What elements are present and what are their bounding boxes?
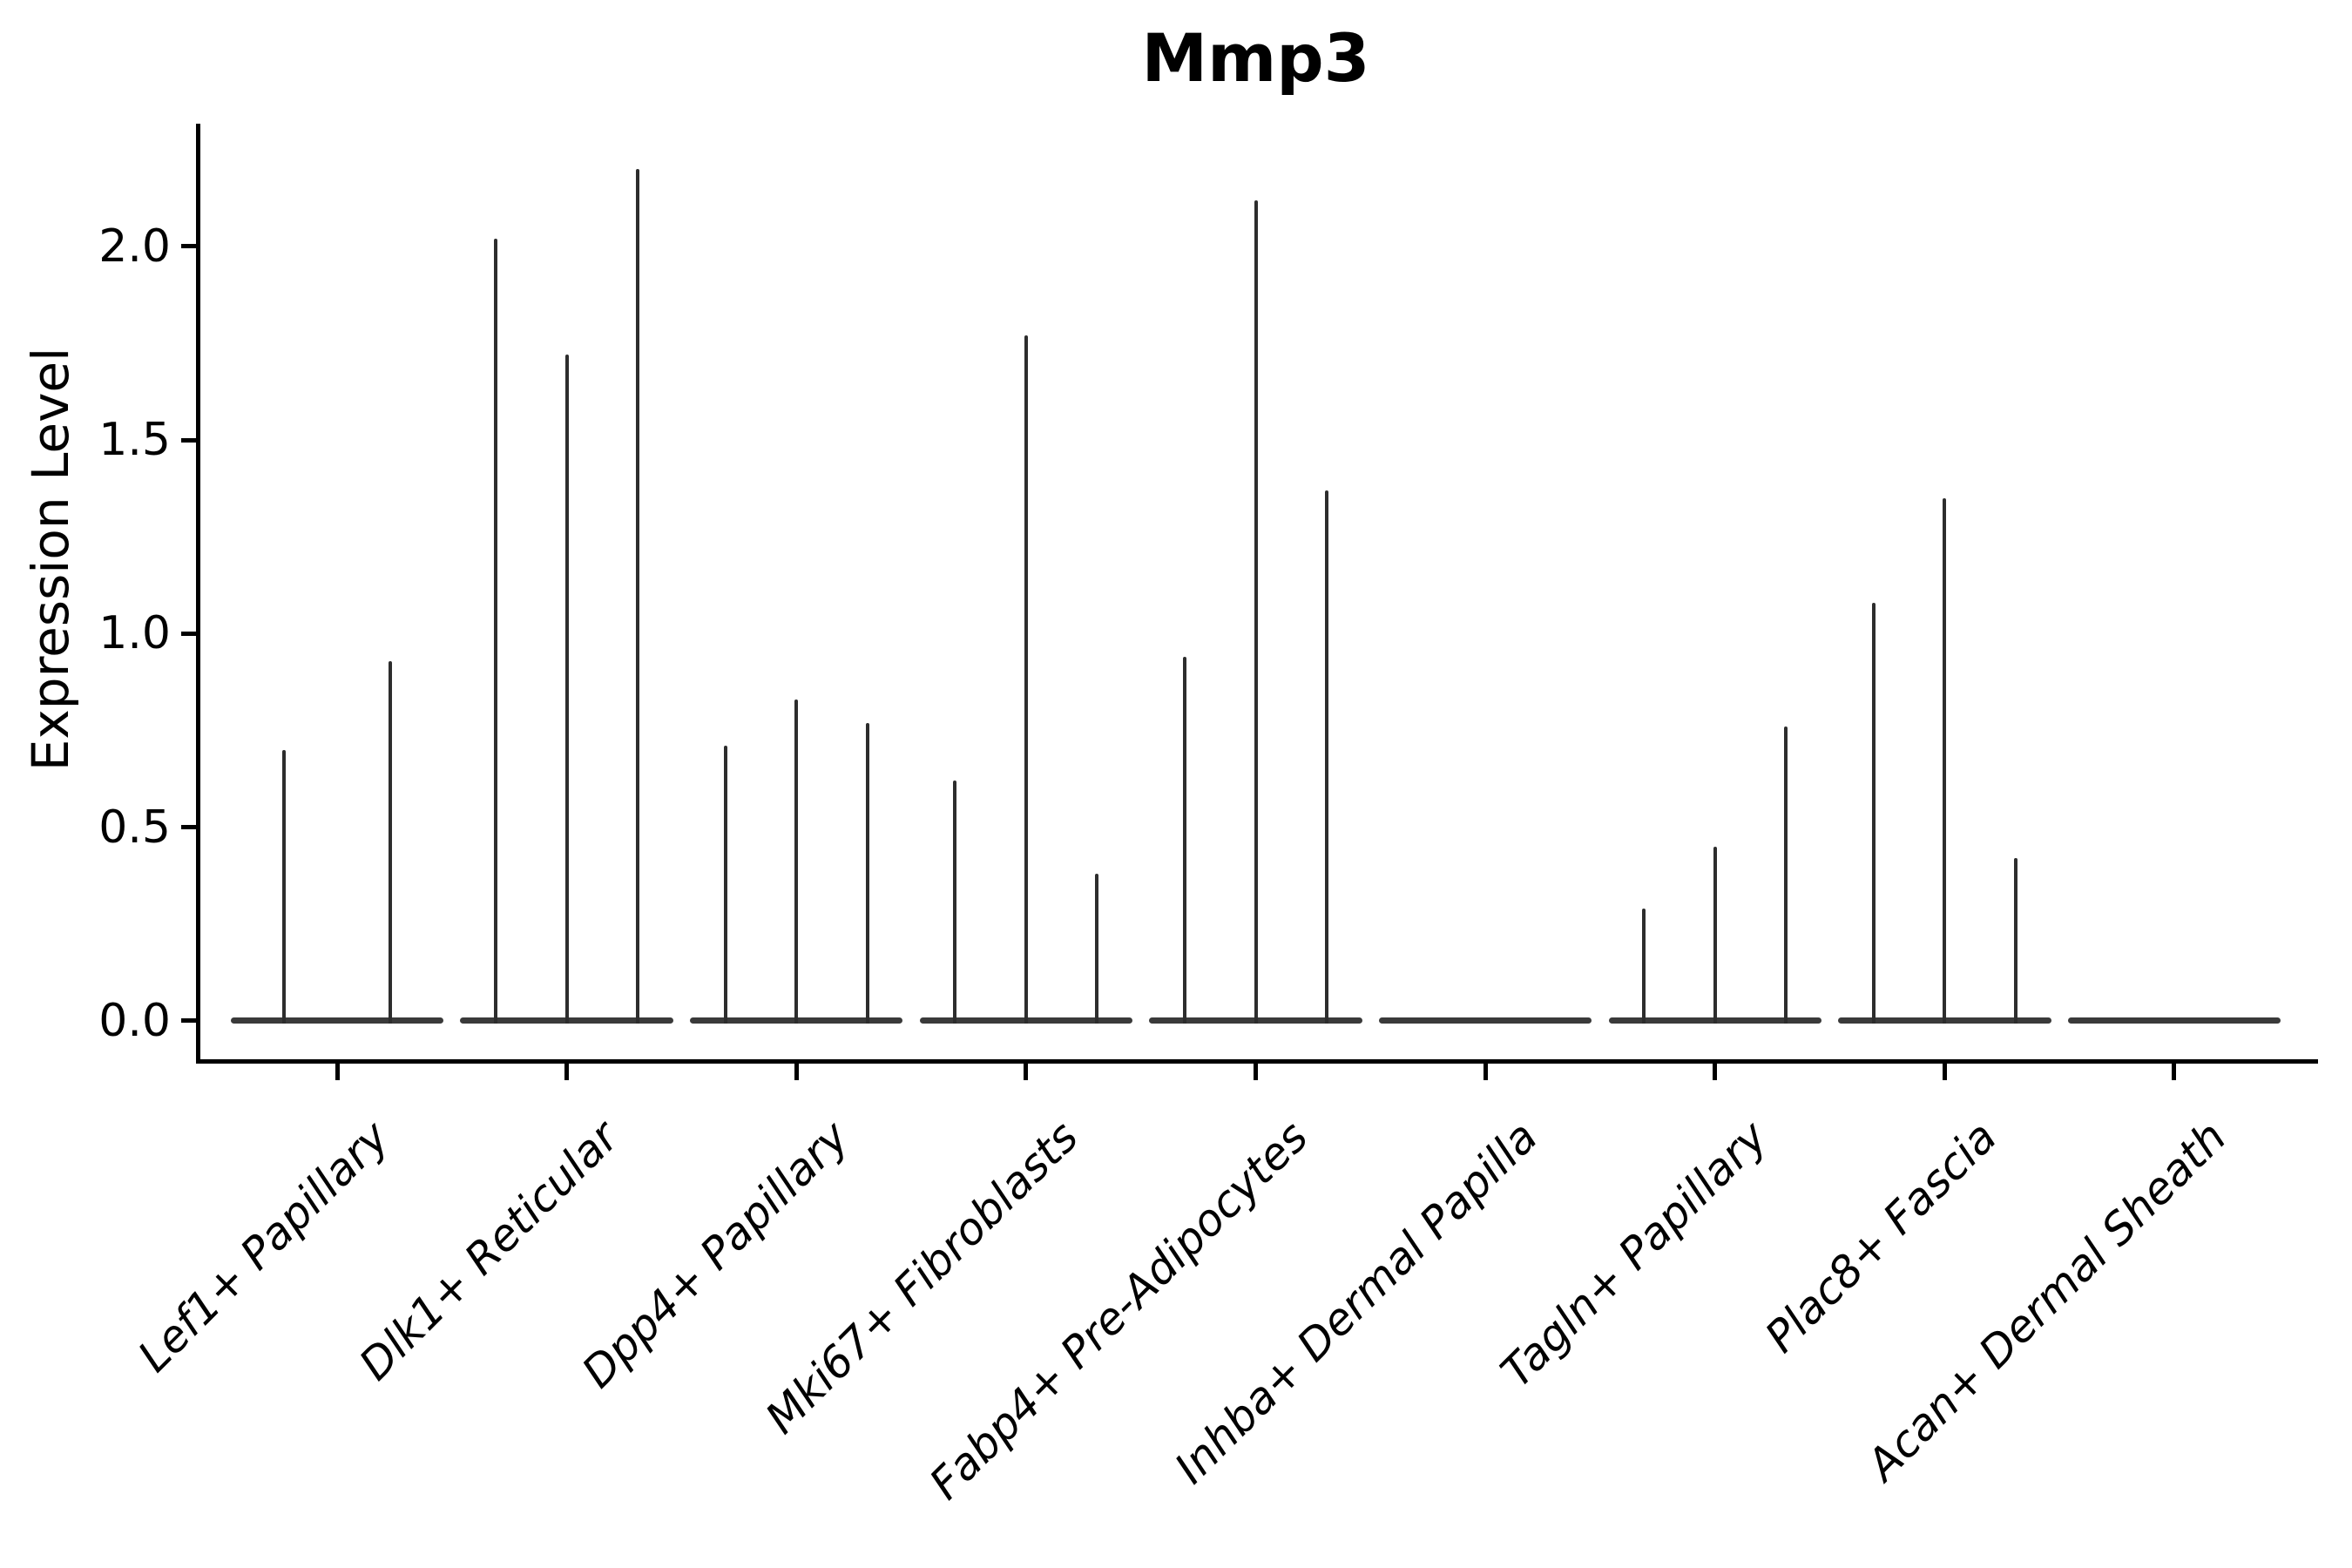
violin-spike bbox=[1943, 497, 1947, 1024]
violin-spike bbox=[564, 355, 569, 1024]
violin-spike bbox=[1784, 727, 1788, 1024]
x-tick-label: Plac8+ Fascia bbox=[1755, 1111, 2007, 1362]
y-tick-label: 1.0 bbox=[98, 607, 171, 660]
violin-spike bbox=[1024, 335, 1028, 1024]
violin-spike bbox=[389, 660, 393, 1024]
violin-spike bbox=[865, 722, 869, 1024]
y-tick-label: 1.5 bbox=[98, 414, 171, 467]
x-tick-mark bbox=[2172, 1064, 2177, 1080]
y-tick-label: 2.0 bbox=[98, 220, 171, 273]
y-tick-mark bbox=[181, 437, 196, 443]
violin-spike bbox=[281, 749, 286, 1024]
y-tick-label: 0.0 bbox=[98, 994, 171, 1047]
x-tick-mark bbox=[1254, 1064, 1258, 1080]
x-tick-mark bbox=[564, 1064, 570, 1080]
y-axis-spine bbox=[196, 124, 200, 1064]
y-tick-mark bbox=[181, 825, 196, 830]
y-tick-mark bbox=[181, 1018, 196, 1024]
y-tick-mark bbox=[181, 244, 196, 249]
violin-spike bbox=[1642, 909, 1646, 1024]
violin-spike bbox=[953, 781, 957, 1024]
x-tick-label: Fabp4+ Pre-Adipocytes bbox=[919, 1111, 1318, 1510]
violin-baseline bbox=[1378, 1017, 1592, 1024]
x-tick-mark bbox=[1942, 1064, 1947, 1080]
x-tick-mark bbox=[1483, 1064, 1488, 1080]
violin-spike bbox=[1324, 490, 1328, 1024]
x-tick-mark bbox=[794, 1064, 799, 1080]
violin-spike bbox=[2013, 858, 2017, 1024]
x-tick-mark bbox=[1024, 1064, 1029, 1080]
violin-baseline bbox=[230, 1017, 444, 1024]
chart-title: Mmp3 bbox=[1141, 19, 1370, 97]
violin-spike bbox=[1254, 199, 1258, 1024]
violin-baseline bbox=[2067, 1017, 2281, 1024]
x-tick-label: Lef1+ Papillary bbox=[128, 1111, 399, 1382]
y-tick-label: 0.5 bbox=[98, 801, 171, 854]
violin-spike bbox=[794, 700, 799, 1024]
violin-spike bbox=[1871, 602, 1876, 1024]
x-axis-spine bbox=[196, 1059, 2318, 1064]
x-tick-mark bbox=[1713, 1064, 1718, 1080]
violin-spike bbox=[1095, 874, 1099, 1024]
violin-spike bbox=[636, 169, 640, 1024]
violin-spike bbox=[1713, 846, 1717, 1024]
y-tick-mark bbox=[181, 631, 196, 636]
x-tick-mark bbox=[335, 1064, 340, 1080]
y-axis-label: Expression Level bbox=[21, 347, 80, 772]
violin-spike bbox=[1183, 657, 1187, 1024]
violin-spike bbox=[494, 239, 498, 1024]
violin-spike bbox=[723, 746, 727, 1024]
